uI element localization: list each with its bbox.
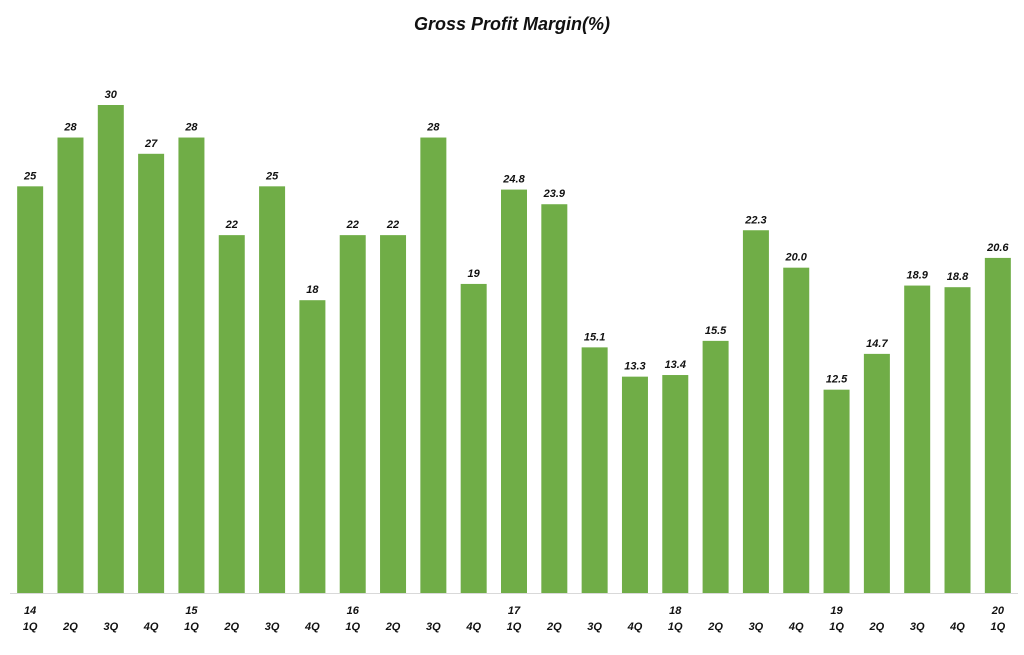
data-label: 24.8 xyxy=(502,174,525,186)
data-label: 13.4 xyxy=(665,359,686,371)
data-label: 18 xyxy=(306,284,319,296)
x-tick-quarter-label: 1Q xyxy=(184,621,199,633)
bar xyxy=(218,235,245,593)
data-label: 28 xyxy=(184,122,198,134)
data-label: 15.5 xyxy=(705,325,727,337)
x-tick-quarter-label: 2Q xyxy=(546,621,562,633)
x-tick-quarter-label: 1Q xyxy=(23,621,38,633)
data-label: 22.3 xyxy=(744,214,766,226)
x-tick-quarter-label: 1Q xyxy=(345,621,360,633)
bar xyxy=(259,186,286,593)
bar xyxy=(460,283,487,593)
x-tick-quarter-label: 2Q xyxy=(385,621,401,633)
bar xyxy=(742,230,769,593)
x-tick-quarter-label: 4Q xyxy=(143,621,159,633)
bar xyxy=(702,340,729,593)
x-tick-quarter-label: 3Q xyxy=(426,621,441,633)
bar xyxy=(662,375,689,593)
data-label: 20.0 xyxy=(785,252,808,264)
bar xyxy=(783,267,810,593)
x-tick-quarter-label: 2Q xyxy=(869,621,885,633)
data-label: 14.7 xyxy=(866,338,888,350)
x-tick-quarter-label: 3Q xyxy=(587,621,602,633)
x-tick-year-label: 19 xyxy=(830,605,843,617)
data-label: 28 xyxy=(63,122,77,134)
data-label: 25 xyxy=(23,170,37,182)
x-tick-quarter-label: 1Q xyxy=(507,621,522,633)
x-tick-quarter-label: 2Q xyxy=(707,621,723,633)
data-label: 18.8 xyxy=(947,271,969,283)
x-tick-quarter-label: 3Q xyxy=(910,621,925,633)
bar xyxy=(984,257,1011,593)
data-label: 25 xyxy=(265,170,279,182)
x-tick-quarter-label: 4Q xyxy=(304,621,320,633)
data-label: 22 xyxy=(225,219,238,231)
x-tick-quarter-label: 3Q xyxy=(103,621,118,633)
chart-title: Gross Profit Margin(%) xyxy=(413,14,610,34)
x-tick-year-label: 14 xyxy=(24,605,36,617)
x-tick-quarter-label: 4Q xyxy=(465,621,481,633)
x-tick-year-label: 20 xyxy=(991,605,1005,617)
bar xyxy=(138,153,165,594)
data-label: 20.6 xyxy=(986,242,1009,254)
data-label: 22 xyxy=(346,219,359,231)
x-tick-year-label: 15 xyxy=(185,605,198,617)
x-tick-quarter-label: 3Q xyxy=(265,621,280,633)
bar xyxy=(944,287,971,593)
data-label: 15.1 xyxy=(584,331,605,343)
x-tick-quarter-label: 4Q xyxy=(627,621,643,633)
data-label: 23.9 xyxy=(543,188,566,200)
bar xyxy=(621,376,648,593)
bar xyxy=(178,137,205,593)
bar xyxy=(380,235,407,593)
data-label: 13.3 xyxy=(624,361,645,373)
x-tick-quarter-label: 3Q xyxy=(749,621,764,633)
x-tick-year-label: 17 xyxy=(508,605,521,617)
data-label: 30 xyxy=(105,89,118,101)
bar xyxy=(97,105,124,593)
x-tick-year-label: 16 xyxy=(347,605,360,617)
bar xyxy=(501,189,527,593)
bar xyxy=(581,347,608,593)
data-label: 22 xyxy=(386,219,399,231)
x-tick-year-label: 18 xyxy=(669,605,682,617)
x-tick-quarter-label: 1Q xyxy=(990,621,1005,633)
x-tick-quarter-label: 2Q xyxy=(223,621,239,633)
data-label: 18.9 xyxy=(906,270,928,282)
x-tick-quarter-label: 1Q xyxy=(668,621,683,633)
bar xyxy=(57,137,84,593)
bar xyxy=(17,186,44,593)
bar xyxy=(541,204,568,594)
bar xyxy=(863,353,890,593)
x-tick-quarter-label: 4Q xyxy=(949,621,965,633)
x-tick-quarter-label: 1Q xyxy=(829,621,844,633)
x-tick-quarter-label: 2Q xyxy=(62,621,78,633)
data-label: 12.5 xyxy=(826,374,848,386)
bar xyxy=(904,285,931,593)
bar xyxy=(823,389,850,593)
data-label: 28 xyxy=(426,122,440,134)
bar xyxy=(339,235,366,593)
x-tick-quarter-label: 4Q xyxy=(788,621,804,633)
bar xyxy=(420,137,447,593)
data-label: 19 xyxy=(468,268,481,280)
bar xyxy=(299,300,326,593)
data-label: 27 xyxy=(144,138,158,150)
